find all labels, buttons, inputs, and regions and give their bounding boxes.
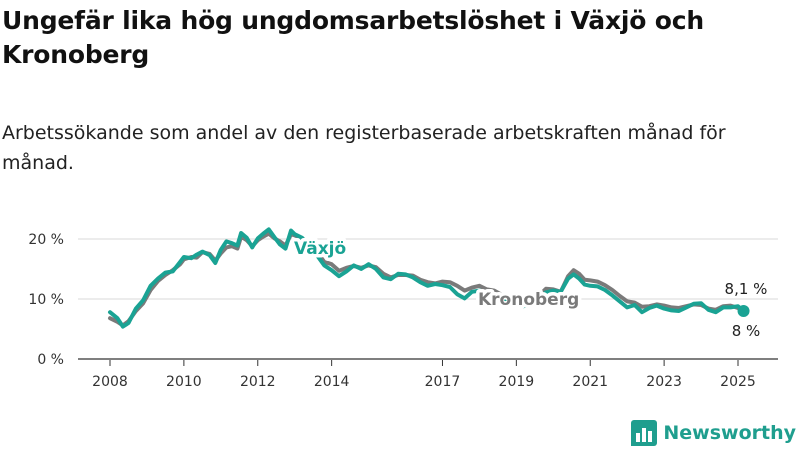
x-tick-label: 2017 (425, 374, 461, 390)
series-lines (108, 227, 746, 329)
x-tick-label: 2010 (166, 374, 202, 390)
x-tick-label: 2019 (499, 374, 535, 390)
x-axis: 2008 2010 2012 2014 2017 2019 2021 2023 2025 (92, 360, 756, 390)
x-tick-label: 2025 (720, 374, 756, 390)
x-tick-label: 2014 (314, 374, 350, 390)
x-tick-label: 2023 (646, 374, 682, 390)
end-value-kronoberg: 8,1 % (725, 280, 768, 298)
x-tick-label: 2008 (92, 374, 128, 390)
y-tick-label: 0 % (37, 352, 64, 368)
newsworthy-logo: Newsworthy (631, 420, 796, 446)
series-line-kronoberg (108, 231, 746, 328)
chart-subtitle: Arbetssökande som andel av den registerb… (2, 122, 726, 174)
series-line-vxj (108, 227, 746, 329)
brand-name: Newsworthy (663, 422, 796, 444)
y-axis: 0 % 10 % 20 % (28, 232, 64, 368)
series-label-kronoberg: Kronoberg (478, 290, 579, 310)
series-label-kronoberg-halo: Kronoberg (478, 290, 579, 310)
end-point-marker (737, 305, 750, 317)
x-tick-label: 2021 (572, 374, 608, 390)
series-label-vaxjo: Växjö (294, 239, 346, 259)
gridlines (78, 238, 778, 360)
end-value-vaxjo: 8 % (732, 322, 761, 340)
y-tick-label: 10 % (28, 292, 64, 308)
chart-title: Ungefär lika hög ungdomsarbetslöshet i V… (2, 6, 704, 69)
bar-chart-logo-icon (631, 420, 658, 446)
x-tick-label: 2012 (240, 374, 276, 390)
series-label-vaxjo-halo: Växjö (294, 239, 346, 259)
y-tick-label: 20 % (28, 232, 64, 248)
